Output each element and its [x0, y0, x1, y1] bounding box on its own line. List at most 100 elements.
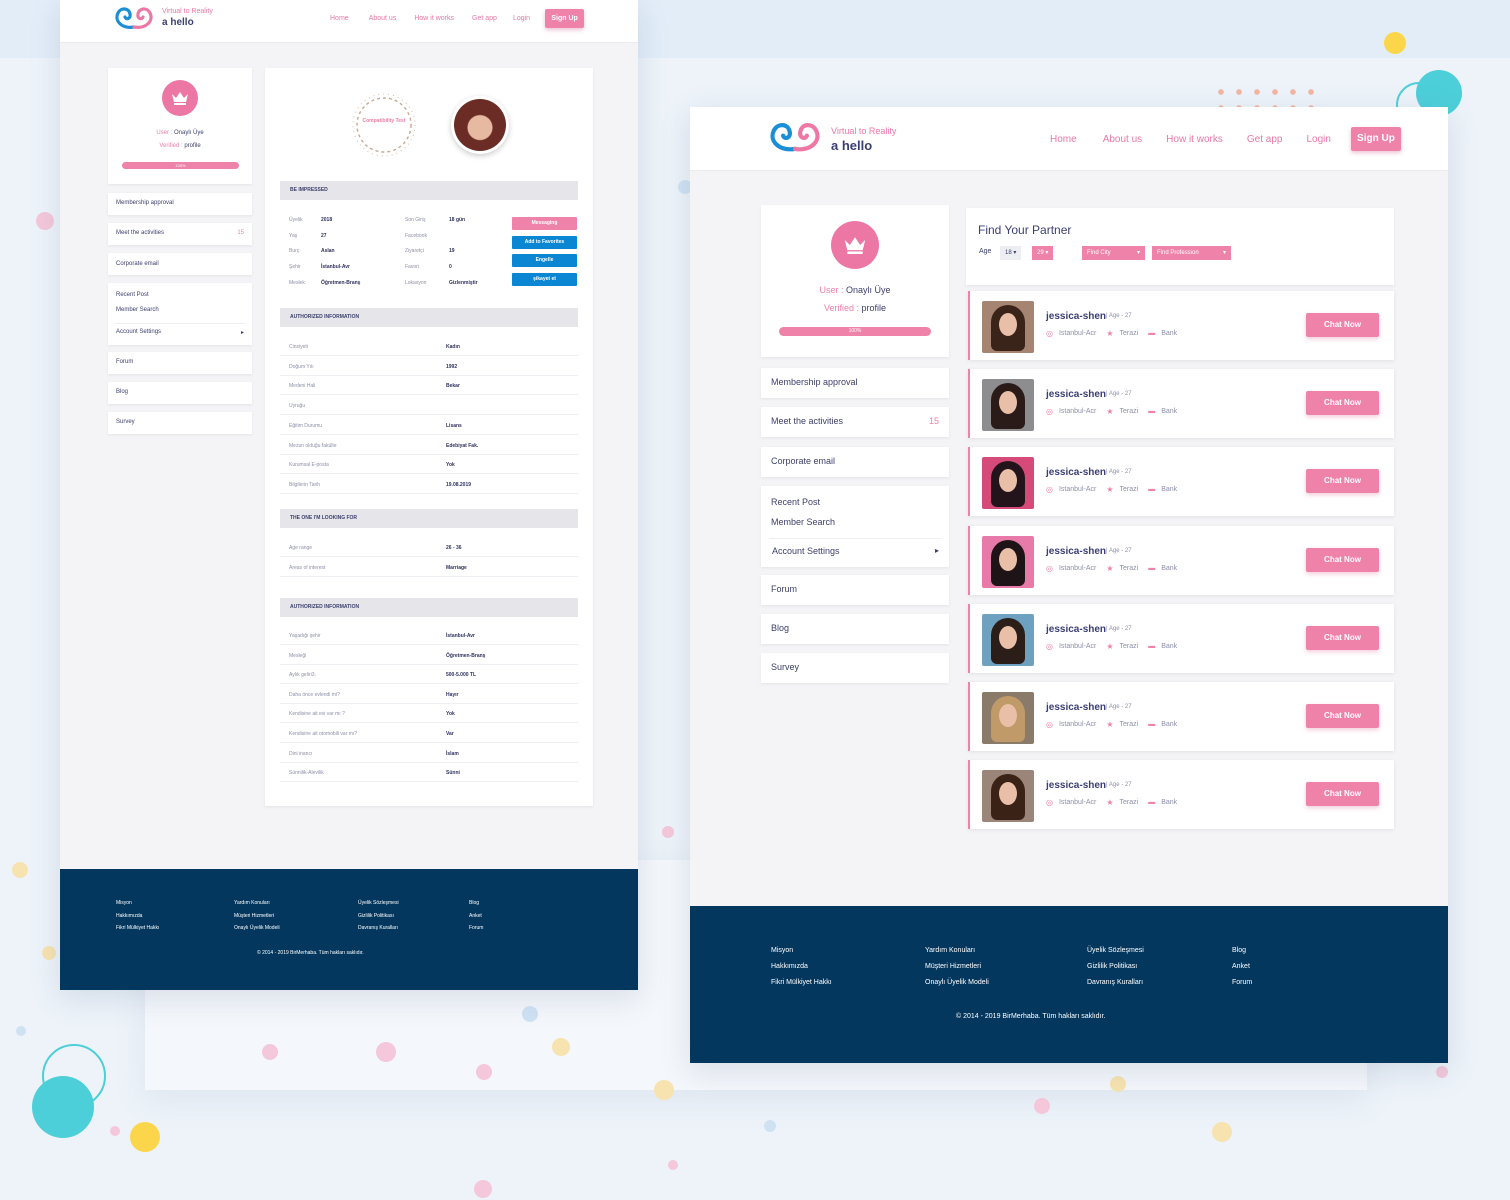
logo-icon[interactable]: [766, 119, 824, 155]
chat-now-button[interactable]: Chat Now: [1306, 313, 1379, 337]
chat-now-button[interactable]: Chat Now: [1306, 547, 1379, 572]
sidebar-item-forum[interactable]: Forum: [108, 352, 252, 374]
partner-photo[interactable]: [982, 692, 1034, 744]
sidebar-item-account[interactable]: Account Settings: [772, 546, 840, 556]
decor-dot: [130, 1122, 160, 1152]
nav-about[interactable]: About us: [1102, 133, 1143, 145]
profession-select[interactable]: Find Profession ▾: [1152, 246, 1231, 260]
footer-link[interactable]: Forum: [469, 925, 484, 931]
complain-button[interactable]: şikayet et: [512, 273, 577, 286]
nav-about[interactable]: About us: [368, 14, 397, 22]
logo-icon[interactable]: [112, 5, 156, 31]
nav-home[interactable]: Home: [1050, 133, 1077, 145]
signup-button[interactable]: Sign Up: [1350, 127, 1401, 151]
partner-photo[interactable]: [982, 379, 1034, 432]
messaging-button[interactable]: Messaging: [512, 217, 577, 230]
partner-name[interactable]: jessica-shen: [1046, 389, 1107, 401]
footer-link[interactable]: Müşteri Hizmetleri: [925, 963, 982, 970]
nav-how[interactable]: How it works: [1166, 133, 1223, 145]
footer-link[interactable]: Anket: [469, 912, 482, 919]
footer-link[interactable]: Gizlilik Politikası: [358, 912, 394, 919]
footer-link[interactable]: Davranış Kuralları: [1087, 979, 1144, 986]
sidebar-item-member-search[interactable]: Member Search: [771, 517, 836, 527]
partner-name[interactable]: jessica-shen: [1046, 467, 1107, 479]
footer-link[interactable]: Blog: [469, 900, 480, 906]
sidebar-item-activities[interactable]: Meet the activities 15: [761, 407, 949, 437]
sidebar-item-survey[interactable]: Survey: [108, 412, 252, 434]
add-favorites-button[interactable]: Add to Favorites: [512, 236, 577, 249]
sidebar-item-blog[interactable]: Blog: [108, 382, 252, 404]
partner-photo[interactable]: [982, 770, 1034, 823]
footer-link[interactable]: Onaylı Üyelik Modeli: [925, 979, 989, 986]
location-icon: ◎: [1046, 329, 1053, 338]
briefcase-icon: ▬: [1148, 642, 1156, 650]
signup-button[interactable]: Sign Up: [545, 8, 585, 28]
block-button[interactable]: Engelle: [512, 254, 577, 267]
footer-link[interactable]: Üyelik Sözleşmesi: [1087, 947, 1144, 954]
sidebar-item-corporate[interactable]: Corporate email: [108, 253, 252, 275]
sidebar-item-recent[interactable]: Recent Post: [116, 292, 149, 298]
compatibility-wreath-icon[interactable]: [347, 88, 421, 162]
footer-link[interactable]: Hakkımızda: [116, 912, 143, 919]
chat-now-button[interactable]: Chat Now: [1306, 391, 1379, 416]
nav-get-app[interactable]: Get app: [472, 14, 497, 22]
nav-home[interactable]: Home: [330, 14, 349, 22]
partner-name[interactable]: jessica-shen: [1046, 545, 1107, 557]
nav-login[interactable]: Login: [512, 14, 531, 22]
chat-now-button[interactable]: Chat Now: [1306, 782, 1379, 807]
sidebar-item-account[interactable]: Account Settings: [116, 329, 162, 335]
nav-login[interactable]: Login: [1306, 133, 1331, 145]
row-divider: [280, 761, 578, 763]
footer-link[interactable]: Yardım Konuları: [234, 900, 270, 906]
partner-photo[interactable]: [982, 457, 1034, 510]
user-card: User : Onaylı Üye Verified : profile 100…: [108, 68, 252, 184]
age-to-select[interactable]: 29 ▾: [1032, 246, 1054, 260]
partner-name[interactable]: jessica-shen: [1046, 702, 1107, 713]
footer-link[interactable]: Üyelik Sözleşmesi: [358, 900, 399, 906]
chat-now-button[interactable]: Chat Now: [1306, 469, 1379, 494]
footer-link[interactable]: Davranış Kuralları: [358, 925, 399, 931]
footer-link[interactable]: Müşteri Hizmetleri: [234, 912, 275, 919]
location-icon: ◎: [1046, 485, 1053, 495]
briefcase-icon: ▬: [1148, 564, 1156, 572]
sidebar-item-activities[interactable]: Meet the activities 15: [108, 223, 252, 245]
chat-now-button[interactable]: Chat Now: [1306, 625, 1379, 650]
footer-link[interactable]: Anket: [1232, 963, 1250, 970]
partner-photo[interactable]: [982, 535, 1034, 588]
footer-link[interactable]: Forum: [1232, 979, 1253, 986]
sidebar-item-forum[interactable]: Forum: [761, 575, 949, 605]
compatibility-test-label[interactable]: Compatibility Test: [362, 118, 406, 124]
sidebar-item-blog[interactable]: Blog: [761, 614, 949, 644]
age-from-select[interactable]: 18 ▾: [1000, 246, 1022, 260]
nav-how[interactable]: How it works: [414, 14, 455, 22]
sidebar-item-membership[interactable]: Membership approval: [108, 193, 252, 215]
footer-link[interactable]: Gizlilik Politikası: [1087, 963, 1138, 970]
partner-photo[interactable]: [982, 613, 1034, 666]
sidebar-item-survey[interactable]: Survey: [761, 653, 949, 683]
row-key: Kendisine ait otomobili var mı?: [289, 731, 358, 737]
chat-now-button[interactable]: Chat Now: [1306, 704, 1379, 728]
footer-link[interactable]: Blog: [1232, 947, 1247, 954]
partner-name[interactable]: jessica-shen: [1046, 311, 1107, 322]
partner-photo[interactable]: [982, 301, 1034, 353]
partner-city: Istanbul-Acr: [1058, 799, 1097, 807]
partner-name[interactable]: jessica-shen: [1046, 780, 1107, 792]
footer-link[interactable]: Fikri Mülkiyet Hakkı: [771, 979, 832, 986]
footer-link[interactable]: Misyon: [771, 947, 794, 954]
partner-name[interactable]: jessica-shen: [1046, 623, 1107, 635]
sidebar-item-recent[interactable]: Recent Post: [771, 497, 821, 507]
row-value: Sünni: [446, 770, 460, 777]
sidebar-item-membership[interactable]: Membership approval: [761, 368, 949, 398]
partner-city: Istanbul-Acr: [1058, 330, 1097, 337]
sidebar-group: Recent Post Member Search Account Settin…: [108, 283, 252, 345]
footer-link[interactable]: Fikri Mülkiyet Hakkı: [116, 925, 160, 931]
info-value: 19: [449, 248, 455, 255]
footer-link[interactable]: Onaylı Üyelik Modeli: [234, 925, 280, 931]
footer-link[interactable]: Misyon: [116, 900, 132, 906]
city-select[interactable]: Find City ▾: [1082, 246, 1145, 260]
nav-get-app[interactable]: Get app: [1246, 133, 1283, 145]
footer-link[interactable]: Hakkımızda: [771, 963, 808, 970]
footer-link[interactable]: Yardım Konuları: [925, 947, 976, 954]
sidebar-item-corporate[interactable]: Corporate email: [761, 447, 949, 477]
sidebar-item-member-search[interactable]: Member Search: [116, 307, 159, 313]
